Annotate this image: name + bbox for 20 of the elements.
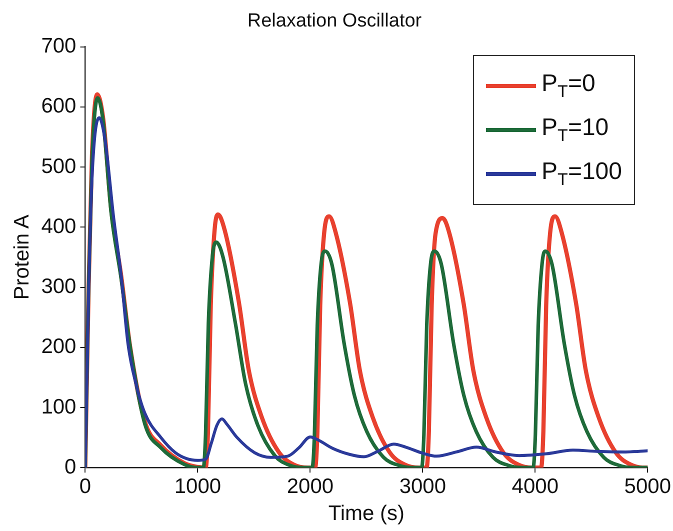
x-tick-label: 2000 bbox=[286, 474, 334, 498]
x-tick-label: 3000 bbox=[399, 474, 446, 498]
x-tick-label: 1000 bbox=[174, 474, 222, 498]
x-tick-label: 5000 bbox=[624, 474, 671, 498]
x-tick-label: 4000 bbox=[512, 474, 559, 498]
x-tick-label: 0 bbox=[79, 474, 92, 498]
y-tick-label: 700 bbox=[41, 34, 76, 58]
y-tick-label: 100 bbox=[41, 395, 76, 418]
y-tick-label: 200 bbox=[41, 335, 76, 358]
y-tick-label: 500 bbox=[41, 154, 76, 178]
legend-label: P$_{T}$=10 bbox=[542, 114, 609, 146]
y-tick-label: 0 bbox=[64, 455, 76, 478]
x-axis-title: Time (s) bbox=[328, 502, 405, 526]
y-tick-label: 600 bbox=[41, 94, 76, 118]
legend-label: P$_{T}$=0 bbox=[542, 70, 596, 102]
legend-label: P$_{T}$=100 bbox=[542, 158, 622, 190]
chart-title: Relaxation Oscillator bbox=[247, 10, 422, 32]
y-axis-title: Protein A bbox=[10, 214, 34, 300]
y-tick-label: 400 bbox=[41, 214, 76, 238]
y-tick-label: 300 bbox=[41, 275, 76, 298]
